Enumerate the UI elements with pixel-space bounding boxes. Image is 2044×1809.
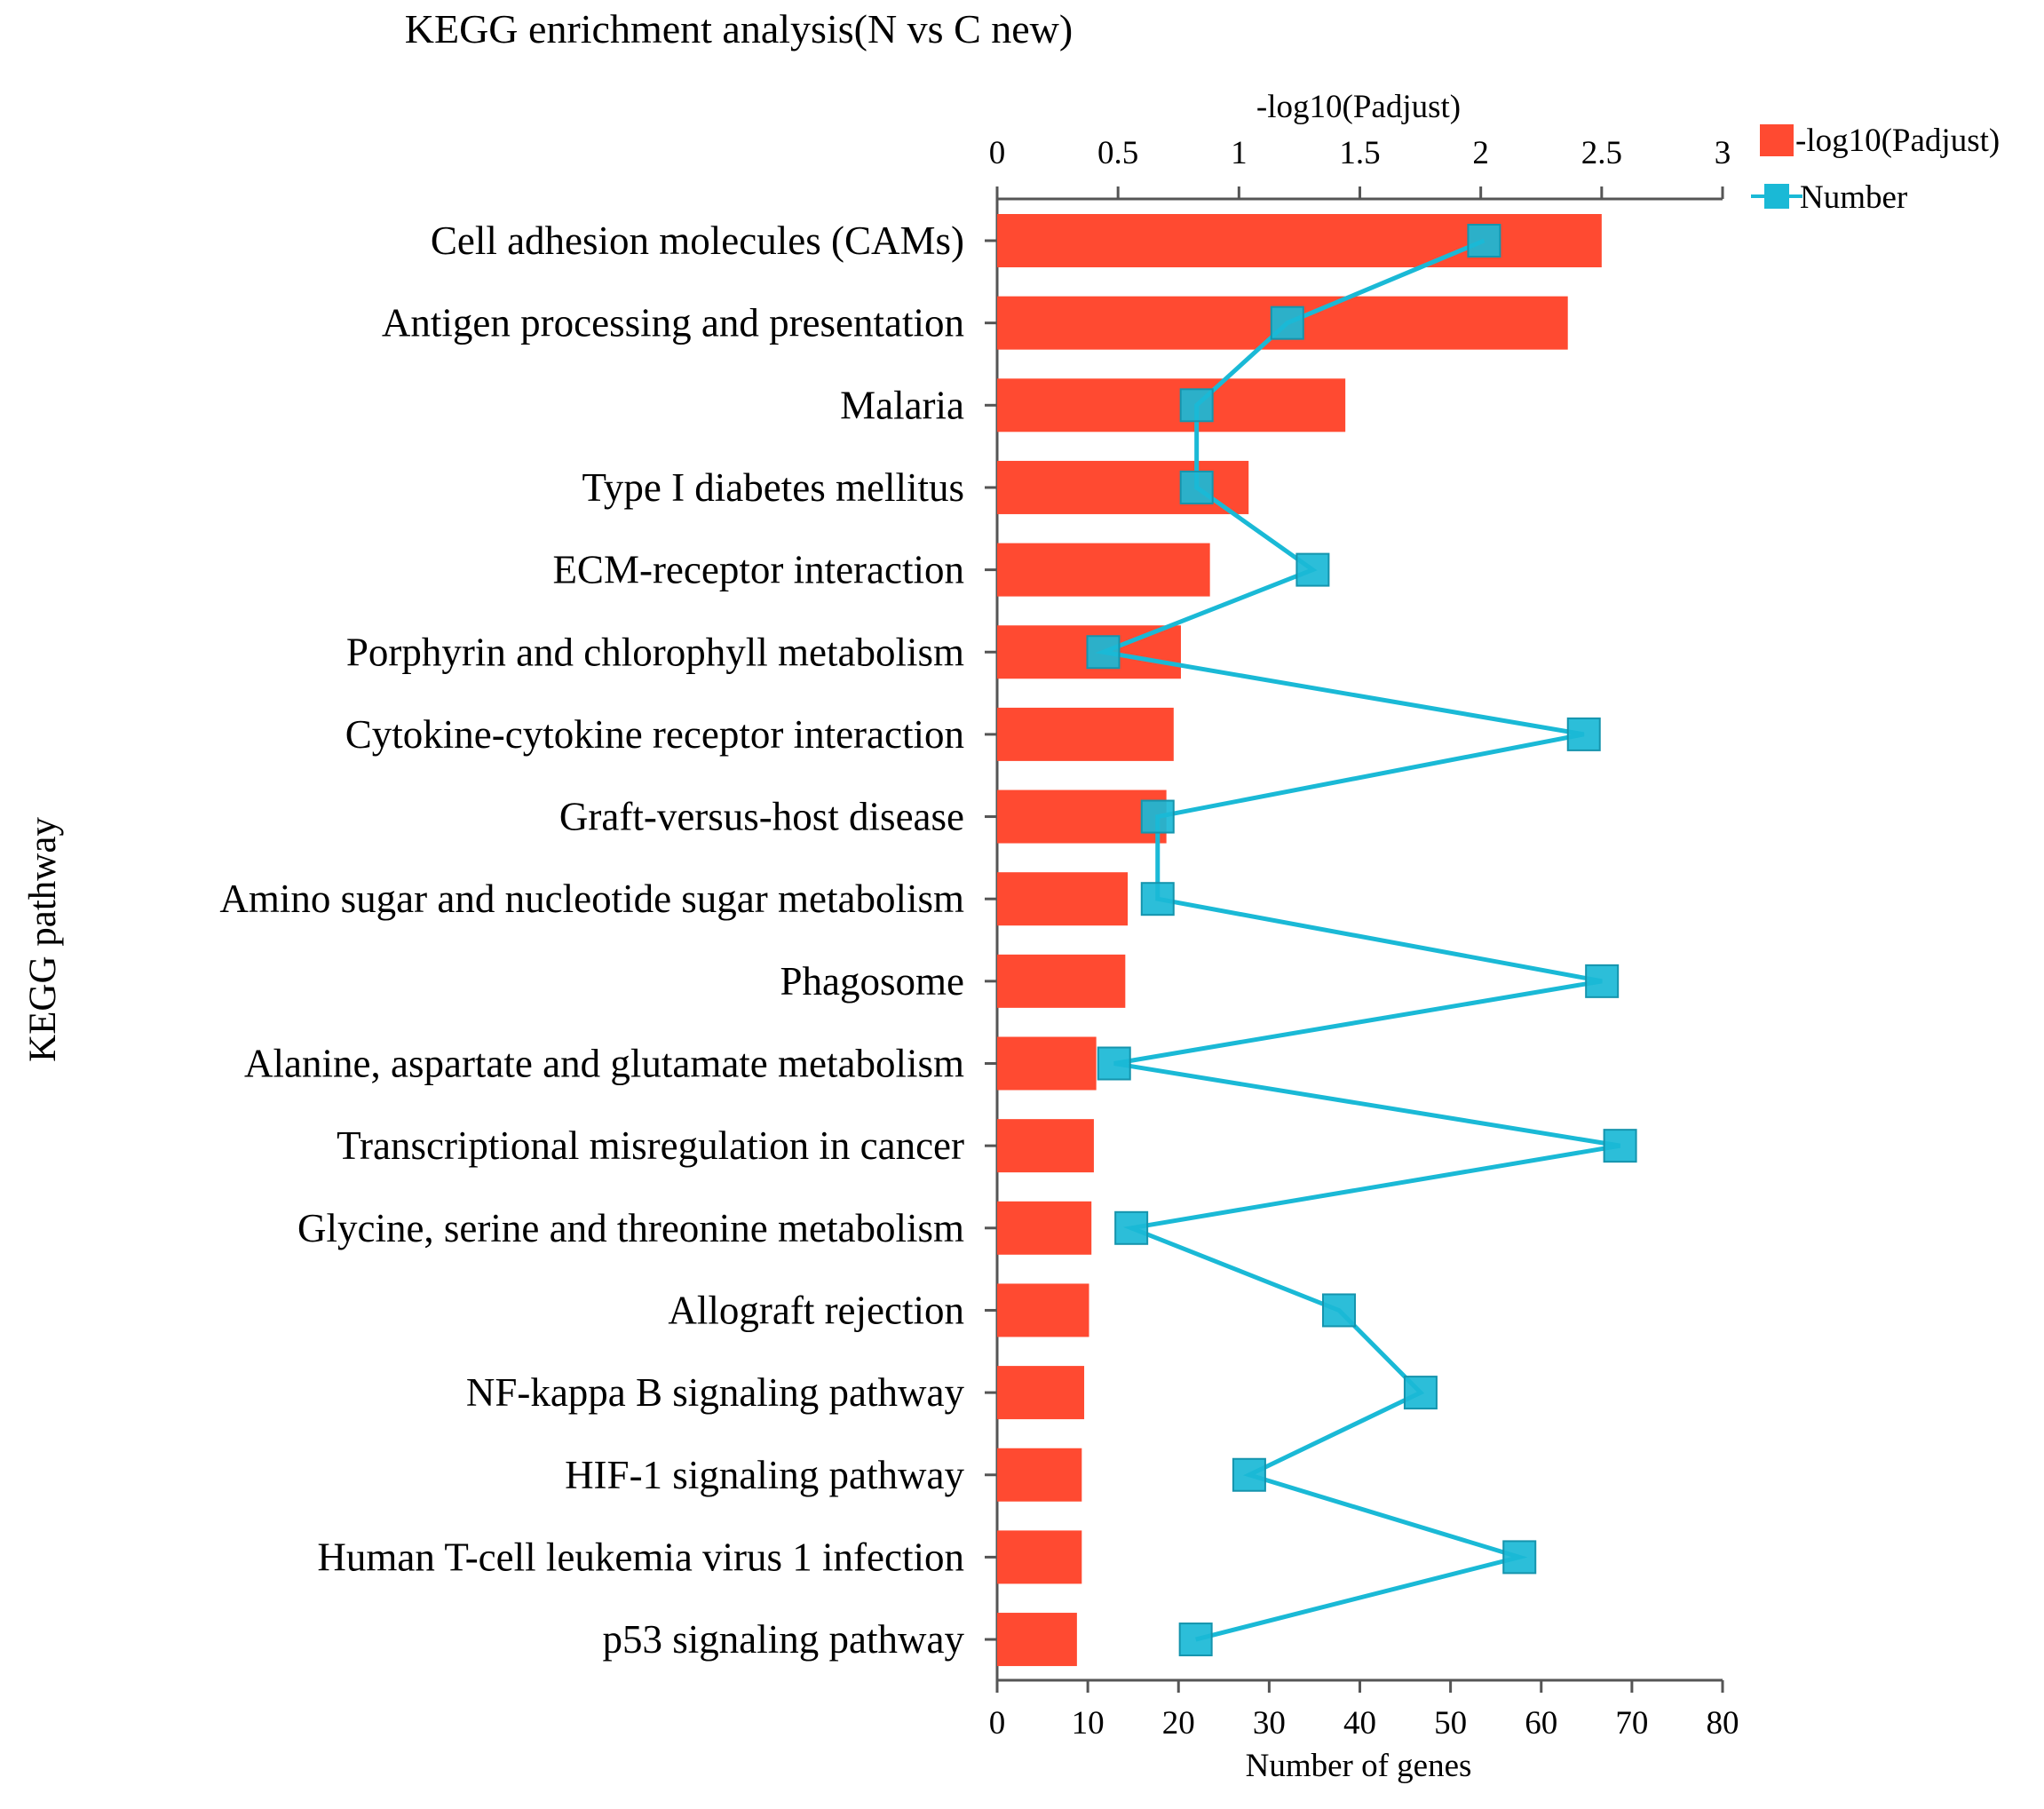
category-label: Glycine, serine and threonine metabolism (297, 1206, 964, 1250)
number-marker (1179, 388, 1214, 423)
bar (997, 1119, 1094, 1173)
bars (997, 214, 1602, 1667)
number-marker (1603, 1129, 1637, 1163)
category-label: Alanine, aspartate and glutamate metabol… (244, 1042, 964, 1086)
category-label: ECM-receptor interaction (552, 548, 964, 592)
category-label: Type I diabetes mellitus (582, 465, 965, 510)
number-line (1086, 224, 1637, 1657)
bar (997, 707, 1174, 761)
number-marker (1270, 305, 1304, 340)
legend-line-marker (1764, 184, 1789, 209)
top-tick-label: 0.5 (1097, 135, 1138, 171)
number-marker (1140, 799, 1175, 834)
number-marker (1232, 1457, 1266, 1492)
y-axis-label: KEGG pathway (22, 817, 64, 1062)
number-marker (1467, 224, 1501, 258)
bottom-tick-label: 70 (1615, 1705, 1648, 1742)
chart-title: KEGG enrichment analysis(N vs C new) (405, 6, 1073, 52)
legend-bar-label: -log10(Padjust) (1795, 123, 2000, 159)
number-marker (1295, 552, 1330, 587)
top-tick-label: 2.5 (1581, 135, 1622, 171)
bottom-tick-label: 40 (1343, 1705, 1376, 1742)
bottom-tick-label: 20 (1162, 1705, 1195, 1742)
category-label: HIF-1 signaling pathway (565, 1453, 964, 1497)
number-marker (1097, 1046, 1131, 1081)
bottom-axis-label: Number of genes (1246, 1748, 1472, 1784)
bar (997, 954, 1126, 1008)
category-label: Antigen processing and presentation (382, 301, 964, 345)
top-axis-label: -log10(Padjust) (1256, 89, 1461, 125)
bottom-tick-label: 50 (1434, 1705, 1467, 1742)
category-label: NF-kappa B signaling pathway (466, 1370, 965, 1415)
bar (997, 789, 1167, 844)
top-tick-label: 2 (1472, 135, 1489, 171)
number-marker (1114, 1210, 1149, 1245)
number-marker (1179, 470, 1214, 504)
number-marker (1178, 1623, 1213, 1657)
category-label: p53 signaling pathway (603, 1617, 965, 1662)
bar (997, 1530, 1082, 1584)
category-label: Transcriptional misregulation in cancer (337, 1123, 964, 1168)
legend-line-label: Number (1800, 179, 1907, 216)
bar (997, 543, 1210, 597)
category-label: Amino sugar and nucleotide sugar metabol… (219, 877, 964, 921)
legend: -log10(Padjust) Number (1751, 123, 2000, 216)
top-tick-label: 3 (1715, 135, 1731, 171)
number-marker (1585, 964, 1620, 998)
bar (997, 1201, 1092, 1255)
category-label: Phagosome (780, 959, 965, 1004)
category-label: Cell adhesion molecules (CAMs) (431, 218, 964, 263)
bar (997, 1283, 1089, 1337)
top-tick-label: 0 (989, 135, 1006, 171)
bar (997, 1036, 1097, 1091)
bar (997, 378, 1346, 432)
axes (985, 186, 1724, 1693)
bottom-tick-label: 80 (1707, 1705, 1739, 1742)
category-label: Porphyrin and chlorophyll metabolism (346, 630, 964, 674)
bottom-tick-label: 30 (1253, 1705, 1286, 1742)
category-label: Cytokine-cytokine receptor interaction (345, 712, 964, 757)
top-tick-label: 1 (1231, 135, 1248, 171)
number-marker (1322, 1293, 1357, 1328)
category-label: Allograft rejection (668, 1288, 964, 1332)
bottom-tick-label: 10 (1072, 1705, 1105, 1742)
number-marker (1502, 1540, 1537, 1575)
category-label: Human T-cell leukemia virus 1 infection (317, 1535, 964, 1579)
tick-labels: 0 0.5 1 1.5 2 2.5 30 10 20 30 40 50 60 70 80 (989, 135, 1739, 1742)
category-labels: Cell adhesion molecules (CAMs) Antigen pr… (219, 218, 964, 1662)
bar (997, 1366, 1085, 1420)
bar (997, 214, 1602, 267)
legend-bar-swatch (1760, 124, 1794, 156)
bar (997, 1448, 1082, 1502)
bar (997, 1613, 1077, 1667)
number-marker (1086, 635, 1121, 670)
number-marker (1140, 882, 1175, 916)
number-marker (1403, 1376, 1438, 1410)
bar (997, 872, 1129, 926)
number-marker (1566, 717, 1601, 751)
number-line-path (1095, 238, 1621, 1642)
category-label: Malaria (840, 383, 964, 427)
category-label: Graft-versus-host disease (559, 795, 964, 839)
bottom-tick-label: 0 (989, 1705, 1006, 1742)
bottom-tick-label: 60 (1525, 1705, 1557, 1742)
top-tick-label: 1.5 (1339, 135, 1380, 171)
